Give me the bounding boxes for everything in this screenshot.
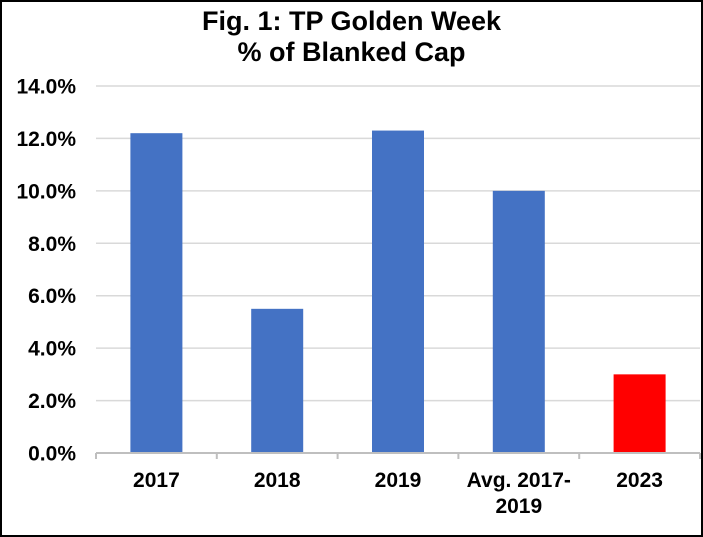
x-tick-label-line: 2017: [133, 469, 180, 492]
x-tick-label: 2019: [375, 469, 422, 492]
x-tick-label: Avg. 2017- 2019: [467, 469, 571, 518]
x-tick-label: 2017: [133, 469, 180, 492]
bars: [130, 130, 666, 454]
y-tick-label: 4.0%: [28, 338, 76, 361]
bar: [130, 133, 183, 453]
x-tick-label-line: 2023: [616, 469, 663, 492]
x-tick-label-line: Avg. 2017-: [467, 469, 571, 492]
y-tick-label: 14.0%: [16, 76, 76, 99]
x-tick-label-line: 2019: [375, 469, 422, 492]
y-tick-label: 8.0%: [28, 233, 76, 256]
bar: [251, 308, 304, 453]
x-tick-label: 2023: [616, 469, 663, 492]
x-tick-labels: 2017 2018 2019 Avg. 2017- 2019 2023: [133, 469, 663, 518]
y-tick-label: 10.0%: [16, 180, 76, 203]
y-tick-label: 12.0%: [16, 128, 76, 151]
chart-title: Fig. 1: TP Golden Week: [201, 6, 502, 36]
x-tick-label-line: 2018: [254, 469, 301, 492]
y-tick-label: 6.0%: [28, 285, 76, 308]
y-tick-labels: 0.0% 2.0% 4.0% 6.0% 8.0% 10.0% 12.0% 14.0%: [16, 76, 76, 466]
x-tick-label-line: 2019: [495, 495, 542, 518]
y-tick-label: 2.0%: [28, 390, 76, 413]
chart-subtitle: % of Blanked Cap: [237, 37, 466, 67]
x-axis: [95, 452, 701, 459]
bar: [492, 190, 545, 453]
chart-title-block: Fig. 1: TP Golden Week % of Blanked Cap: [0, 6, 703, 68]
bar: [372, 130, 424, 454]
bar: [613, 374, 666, 453]
y-tick-label: 0.0%: [28, 443, 76, 466]
x-tick-label: 2018: [254, 469, 301, 492]
